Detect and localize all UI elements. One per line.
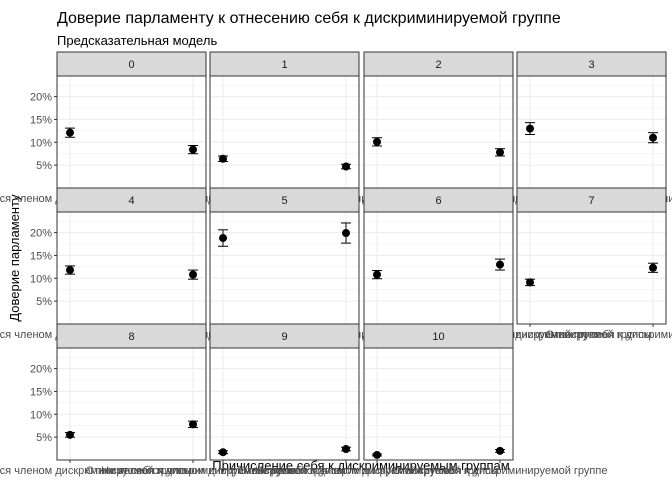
x-tick-label: Относит себя к дискриминируемой группе xyxy=(239,465,454,477)
facet-strip xyxy=(56,323,207,349)
facet-strip xyxy=(56,187,207,213)
facet-plot-background xyxy=(364,348,513,460)
data-point xyxy=(66,266,74,275)
facet-strip-label: 1 xyxy=(281,59,287,71)
facet-strip-label: 0 xyxy=(128,59,134,71)
chart-title: Доверие парламенту к отнесению себя к ди… xyxy=(57,10,561,27)
facet-strip xyxy=(209,51,360,77)
facet-strip-label: 9 xyxy=(281,331,287,343)
facet-strip-label: 4 xyxy=(128,195,134,207)
data-point xyxy=(373,270,381,279)
facet-strip-label: 3 xyxy=(588,59,594,71)
facet-strip-label: 7 xyxy=(588,195,594,207)
y-tick-label: 5% xyxy=(36,432,52,444)
data-point xyxy=(496,260,504,269)
data-point xyxy=(373,137,381,146)
facet-strip xyxy=(516,51,667,77)
y-tick-label: 10% xyxy=(30,409,52,421)
data-point xyxy=(496,148,504,157)
x-tick-label: Не является членом дискриминируемой груп… xyxy=(0,465,192,477)
x-tick-label: Не является членом дискриминируемой груп… xyxy=(101,465,345,477)
facet-panel-10: 10 Не является членом дискриминируемой гр… xyxy=(255,323,608,477)
y-tick-label: 20% xyxy=(30,228,52,240)
x-axis-title: Причисление себя к дискриминируемым груп… xyxy=(212,458,509,473)
facet-strip xyxy=(363,51,514,77)
data-point xyxy=(342,162,350,171)
facet-panel-border xyxy=(209,347,360,461)
facet-panel-8: 8 5% 10% 15% 20% Не является членом дискримин… xyxy=(0,323,301,477)
data-point xyxy=(219,154,227,163)
data-point xyxy=(219,448,227,457)
facet-strip-label: 5 xyxy=(281,195,287,207)
y-axis-title: Доверие парламенту xyxy=(7,194,22,322)
facet-panel-border xyxy=(56,347,207,461)
facet-strip xyxy=(363,187,514,213)
data-point xyxy=(219,234,227,243)
facet-strip-label: 8 xyxy=(128,331,134,343)
facet-panels: 05%10%15%20%Не является членом дискримин… xyxy=(0,51,672,477)
data-point xyxy=(649,133,657,142)
facet-plot-background xyxy=(57,212,206,324)
facet-panel-border xyxy=(363,347,514,461)
facet-panel-9: 9 Не является членом дискриминируемой гру… xyxy=(101,323,454,477)
data-point xyxy=(526,124,534,133)
x-tick-label: Относит себя к дискриминируемой группе xyxy=(86,465,301,477)
data-point xyxy=(342,445,350,454)
facet-strip xyxy=(363,323,514,349)
y-tick-label: 15% xyxy=(30,250,52,262)
data-point xyxy=(66,128,74,137)
facet-plot-background xyxy=(517,212,666,324)
data-point xyxy=(649,263,657,272)
data-point xyxy=(526,278,534,287)
y-tick-label: 5% xyxy=(36,296,52,308)
facet-plot-background xyxy=(210,76,359,188)
facet-strip-label: 2 xyxy=(435,59,441,71)
facet-plot-background xyxy=(210,212,359,324)
data-point xyxy=(496,446,504,455)
x-tick-label: Относит себя к дискриминируемой группе xyxy=(546,329,672,341)
y-tick-label: 15% xyxy=(30,114,52,126)
data-point xyxy=(189,420,197,429)
x-tick-label: Относит себя к дискриминируемой группе xyxy=(393,465,608,477)
data-point xyxy=(342,229,350,238)
data-point xyxy=(66,430,74,439)
facet-plot-background xyxy=(364,212,513,324)
facet-plot-background xyxy=(57,76,206,188)
facet-plot-background xyxy=(364,76,513,188)
y-tick-label: 10% xyxy=(30,137,52,149)
data-point xyxy=(189,270,197,279)
y-tick-label: 15% xyxy=(30,386,52,398)
y-tick-label: 20% xyxy=(30,364,52,376)
facet-panel-border xyxy=(516,211,667,325)
chart-subtitle: Предсказательная модель xyxy=(57,33,217,48)
x-tick-label: Не является членом дискриминируемой груп… xyxy=(255,465,499,477)
y-tick-label: 10% xyxy=(30,273,52,285)
facet-strip xyxy=(516,187,667,213)
y-tick-label: 20% xyxy=(30,92,52,104)
facet-plot-background xyxy=(210,348,359,460)
facet-strip-label: 10 xyxy=(432,331,444,343)
facet-strip-label: 6 xyxy=(435,195,441,207)
y-tick-label: 5% xyxy=(36,160,52,172)
facet-plot-background xyxy=(517,76,666,188)
data-point xyxy=(373,450,381,459)
facet-plot-background xyxy=(57,348,206,460)
data-point xyxy=(189,145,197,154)
facet-strip xyxy=(209,323,360,349)
facet-strip xyxy=(56,51,207,77)
